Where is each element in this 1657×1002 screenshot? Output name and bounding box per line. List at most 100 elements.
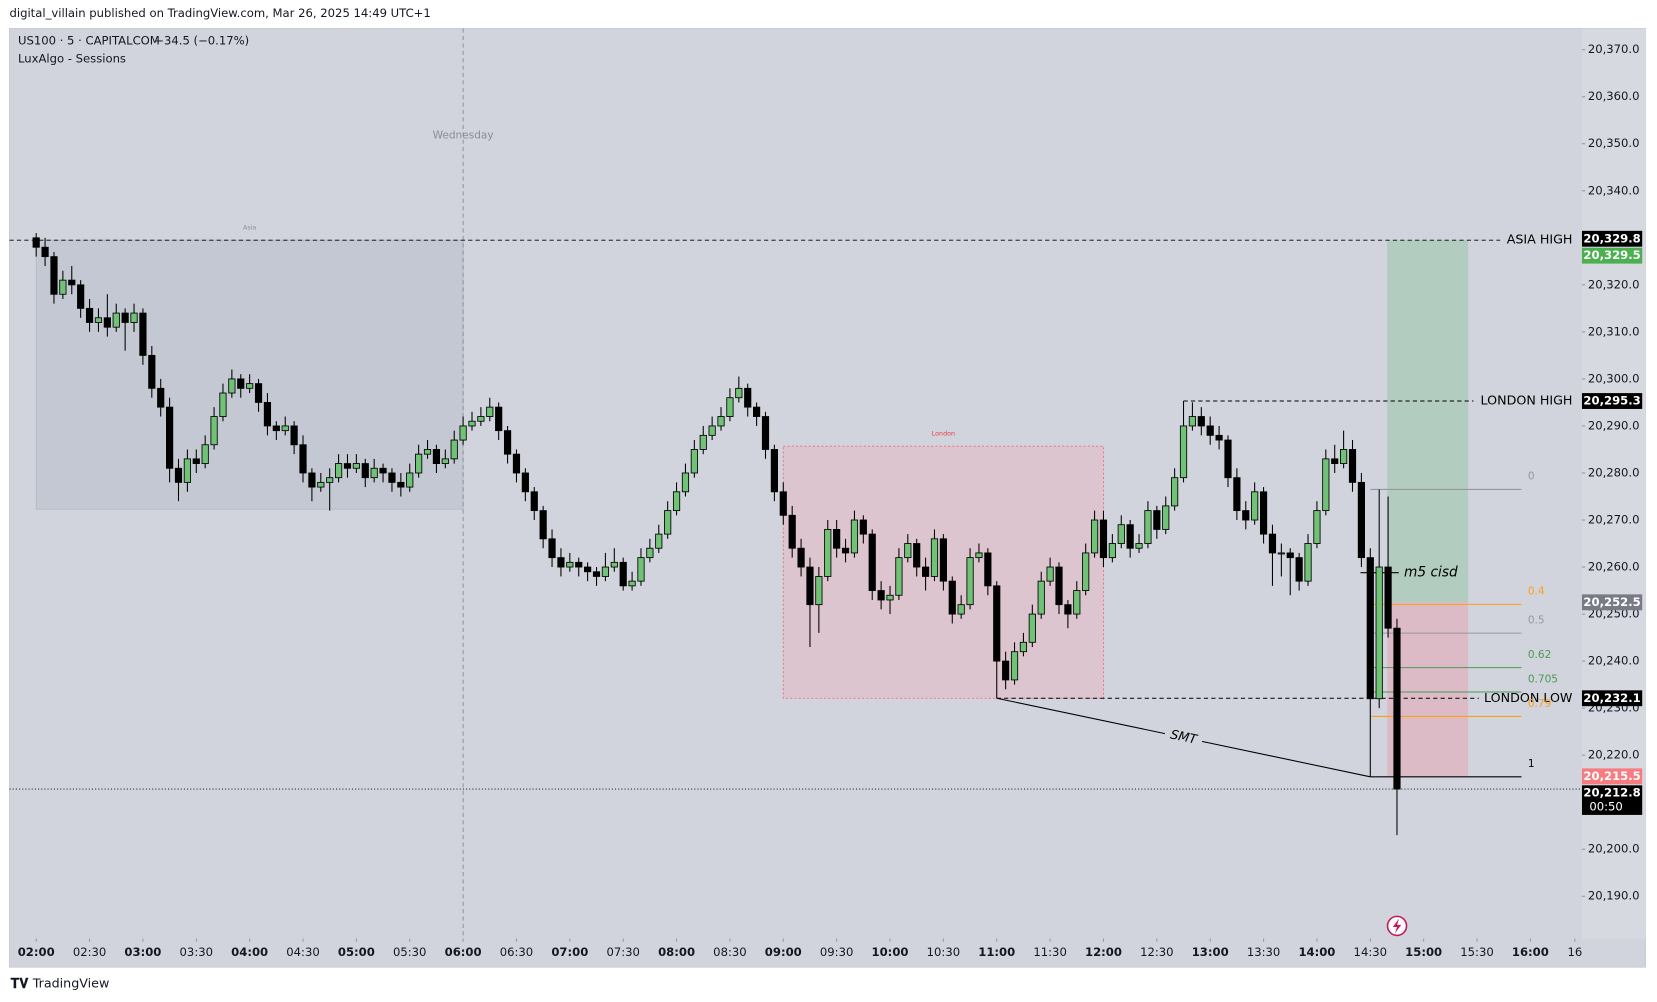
x-tick-label: 11:00	[978, 945, 1015, 959]
candle-body	[975, 552, 983, 559]
candle-body	[166, 406, 174, 469]
candle-body	[637, 557, 645, 582]
candle-body	[1153, 510, 1161, 530]
candle-body	[441, 458, 449, 464]
x-tick-label: 13:30	[1247, 945, 1280, 959]
candle-body	[468, 420, 476, 427]
candle-body	[539, 510, 547, 540]
candle-body	[210, 416, 218, 446]
candle-body	[566, 561, 574, 568]
x-tick-label: 16	[1567, 945, 1582, 959]
candle-body	[1304, 543, 1312, 582]
candle-body	[317, 481, 325, 488]
candle-body	[726, 397, 734, 417]
x-tick-label: 10:00	[872, 945, 909, 959]
x-tick-label: 03:00	[124, 945, 161, 959]
candle-body	[1064, 604, 1072, 615]
candle-body	[1313, 510, 1321, 544]
candle-body	[877, 590, 885, 601]
candle-body	[477, 416, 485, 422]
candle-body	[1348, 449, 1357, 483]
candle-body	[192, 458, 200, 464]
position-target	[1387, 240, 1469, 603]
candle-body	[815, 576, 823, 606]
x-tick-label: 16:00	[1512, 945, 1549, 959]
candle-body	[415, 453, 423, 474]
y-tick-label: 20,190.0	[1588, 889, 1640, 903]
candle-body	[788, 514, 796, 549]
candle-body	[1197, 416, 1205, 427]
price-badge	[1581, 594, 1643, 611]
candle-body	[1224, 439, 1232, 479]
price-badge-label: 20,252.5	[1583, 595, 1640, 609]
candle-body	[690, 449, 698, 474]
candle-body	[1162, 505, 1170, 530]
candle-body	[334, 463, 343, 479]
candle-body	[139, 312, 147, 356]
fib-label: 0.4	[1528, 586, 1545, 598]
session-label: Asia	[243, 224, 256, 231]
alert-icon[interactable]	[1386, 915, 1408, 937]
x-tick-label: 12:00	[1085, 945, 1122, 959]
candle-body	[548, 538, 556, 559]
candle-body	[272, 425, 280, 432]
y-tick-label: 20,310.0	[1588, 324, 1640, 338]
candle-body	[993, 585, 1001, 662]
price-badge	[1581, 690, 1643, 707]
x-tick-label: 12:30	[1140, 945, 1173, 959]
fib-label: 0.5	[1528, 614, 1545, 626]
candle-body	[735, 387, 743, 399]
candle-body	[237, 378, 245, 389]
publisher-header: digital_villain published on TradingView…	[10, 6, 431, 20]
candle-body	[246, 383, 254, 389]
y-tick-label: 20,240.0	[1588, 654, 1640, 668]
candle-body	[432, 449, 441, 464]
candle-body	[797, 547, 805, 568]
candle-body	[1117, 524, 1125, 544]
candle-body	[254, 383, 263, 403]
y-tick-label: 20,270.0	[1588, 513, 1640, 527]
candle-body	[370, 467, 378, 479]
price-badge	[1581, 785, 1643, 815]
x-tick-label: 15:30	[1460, 945, 1493, 959]
candle-body	[904, 543, 912, 559]
candle-body	[1393, 627, 1401, 790]
candle-body	[290, 425, 298, 446]
candle-body	[379, 467, 387, 474]
candle-body	[148, 354, 156, 389]
candle-body	[228, 378, 236, 394]
candle-body	[1233, 477, 1241, 512]
fib-label: 0.62	[1528, 649, 1551, 661]
x-tick-label: 05:00	[338, 945, 375, 959]
candle-body	[1082, 552, 1090, 591]
candle-body	[806, 566, 814, 606]
countdown: 00:50	[1589, 799, 1622, 813]
candle-body	[584, 566, 592, 573]
fib-label: 0	[1528, 471, 1535, 483]
candle-body	[41, 246, 49, 258]
price-badge-label: 20,232.1	[1583, 691, 1640, 705]
x-tick-label: 06:00	[445, 945, 482, 959]
candle-body	[112, 312, 120, 328]
candle-body	[646, 547, 654, 559]
candle-body	[930, 538, 939, 577]
symbol: US100 · 5 · CAPITALCOM	[18, 34, 160, 48]
candle-body	[824, 528, 832, 577]
x-tick-label: 07:00	[551, 945, 588, 959]
candle-body	[1206, 425, 1214, 436]
alert-bolt[interactable]	[1392, 918, 1402, 934]
y-tick-label: 20,300.0	[1588, 371, 1640, 385]
x-tick-label: 08:00	[658, 945, 695, 959]
candle-body	[1286, 552, 1294, 559]
candle-body	[859, 519, 867, 535]
candle-body	[966, 557, 974, 606]
candle-body	[868, 533, 876, 591]
candle-body	[281, 425, 289, 432]
candle-body	[530, 491, 538, 512]
candle-body	[59, 279, 67, 295]
candle-body	[183, 458, 191, 483]
candle-body	[423, 449, 432, 455]
candle-body	[1037, 580, 1045, 615]
